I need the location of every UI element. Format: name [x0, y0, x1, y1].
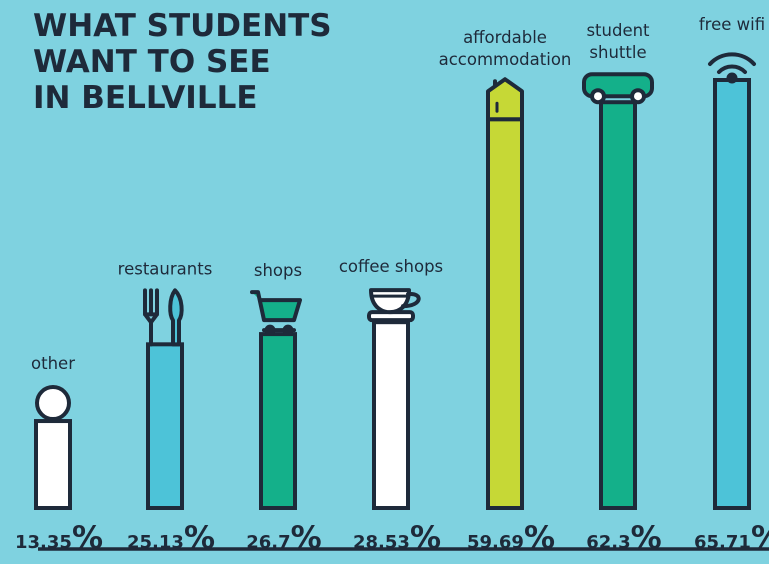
house-icon — [486, 77, 524, 122]
coffee-cup-icon — [367, 288, 421, 323]
bar — [146, 342, 184, 510]
value-label: 26.7% — [246, 520, 321, 556]
bar — [372, 320, 410, 510]
bar-group: free wifi 65.71% — [694, 15, 769, 556]
category-label: affordable — [463, 28, 547, 47]
category-label: other — [31, 354, 75, 373]
wifi-icon — [708, 52, 756, 84]
bar-group: affordable accommodation 59.69% — [439, 28, 572, 556]
bar — [34, 419, 72, 510]
bus-icon — [582, 72, 654, 105]
category-label: shops — [254, 261, 302, 280]
chart-title-line: WHAT STUDENTS — [33, 8, 332, 44]
bar — [486, 117, 524, 510]
bar — [259, 332, 297, 510]
bar — [713, 78, 751, 510]
value-label: 62.3% — [586, 520, 661, 556]
bar-group: other 13.35% — [15, 354, 103, 556]
value-label: 28.53% — [353, 520, 441, 556]
value-label: 59.69% — [467, 520, 555, 556]
bar — [599, 100, 637, 510]
category-label: free wifi — [699, 15, 765, 34]
category-label: accommodation — [439, 50, 572, 69]
value-label: 13.35% — [15, 520, 103, 556]
category-label: student — [586, 21, 650, 40]
chart-title: WHAT STUDENTS WANT TO SEE IN BELLVILLE — [33, 8, 332, 116]
chart-title-line: IN BELLVILLE — [33, 80, 258, 116]
shopping-cart-icon — [250, 290, 302, 336]
bar-group: shops 26.7% — [246, 261, 321, 556]
bar-group: student shuttle 62.3% — [582, 21, 662, 556]
category-label: shuttle — [589, 43, 646, 62]
chart-title-line: WANT TO SEE — [33, 44, 271, 80]
category-label: coffee shops — [339, 257, 443, 276]
cutlery-icon — [143, 288, 184, 347]
person-icon — [35, 385, 71, 422]
category-label: restaurants — [118, 259, 213, 278]
bar-group: restaurants 25.13% — [118, 259, 215, 556]
value-label: 65.71% — [694, 520, 769, 556]
value-label: 25.13% — [127, 520, 215, 556]
bar-group: coffee shops 28.53% — [339, 257, 443, 556]
